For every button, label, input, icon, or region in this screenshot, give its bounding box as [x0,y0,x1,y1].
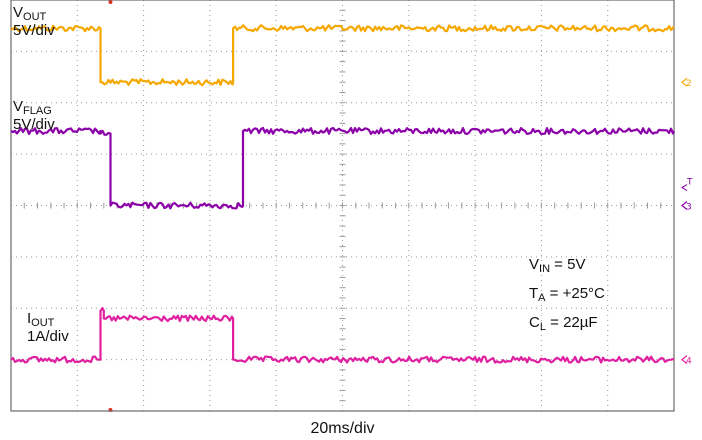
time-scale-label: 20ms/div [310,420,374,437]
plot-frame [10,0,675,412]
channel-marker-number: 4 [686,357,692,367]
trace-scale-label: 1A/div [27,328,69,345]
trace-name-label: VOUT [13,4,47,23]
channel-marker-arrow [681,201,688,210]
trace-scale-label: 5V/div [13,22,55,39]
trace-name-label: VFLAG [13,98,52,117]
trace-scale-label: 5V/div [13,116,55,133]
annotation-text: VIN = 5V [529,256,585,275]
trigger-level-label: T [686,178,693,188]
channel-markers: 2 3 4 T [681,77,693,367]
trigger-position-marker-top [108,0,113,4]
condition-annotations: VIN = 5V TA = +25°C CL = 22µF [529,256,605,333]
annotation-text: TA = +25°C [529,285,605,304]
trace-v-out [10,24,675,87]
channel-marker-number: 3 [686,203,692,213]
trace-v-flag [10,126,676,210]
channel-marker-arrow [681,355,688,365]
annotation-text: CL = 22µF [529,314,598,333]
trace-name-label: IOUT [27,310,55,329]
channel-marker-number: 2 [686,79,692,89]
trace-i-out [10,307,675,364]
trigger-level-arrow [681,184,688,191]
channel-marker-arrow [681,77,688,87]
waveform-traces [10,24,676,364]
